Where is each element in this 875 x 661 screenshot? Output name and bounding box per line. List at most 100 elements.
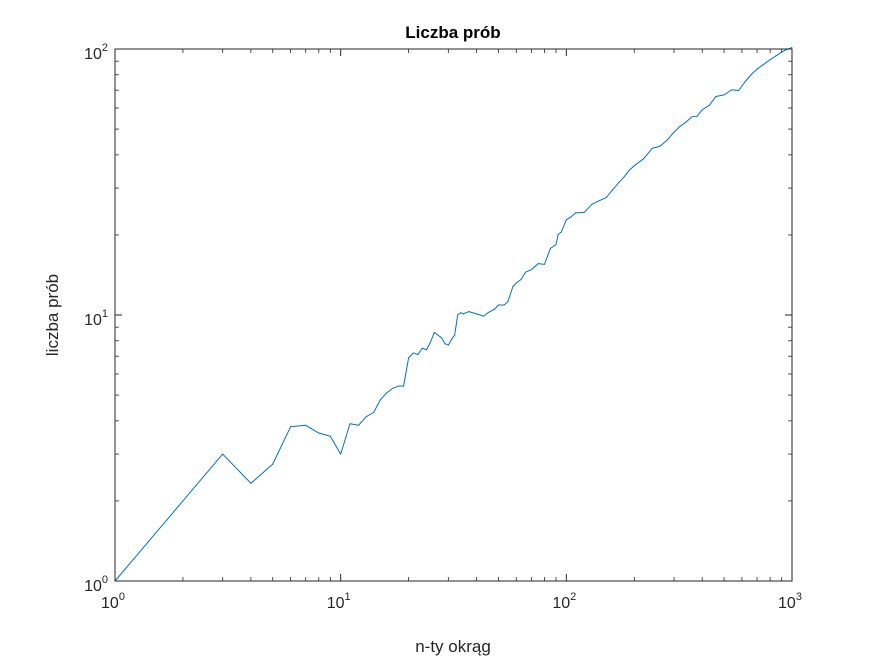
data-point <box>769 59 771 61</box>
data-point <box>555 243 557 246</box>
data-point <box>512 285 514 288</box>
data-point <box>440 337 443 339</box>
data-point <box>756 68 758 70</box>
data-point <box>781 51 783 53</box>
data-point <box>417 353 419 356</box>
x-tick-labels: 100 101 102 103 <box>101 591 802 612</box>
data-point <box>605 197 607 199</box>
data-point <box>373 411 375 414</box>
data-point <box>617 182 619 184</box>
data-point <box>623 176 625 178</box>
data-point <box>515 282 517 284</box>
data-point <box>666 139 668 141</box>
data-point <box>397 385 399 387</box>
data-point <box>557 233 559 235</box>
data-point <box>250 482 252 484</box>
data-point <box>628 169 630 171</box>
data-point <box>543 263 546 265</box>
data-point <box>598 200 600 202</box>
data-point <box>744 81 746 83</box>
data-point <box>222 453 224 455</box>
x-axis-label: n-ty okrąg <box>415 637 491 656</box>
data-point <box>182 500 184 502</box>
data-point <box>475 313 478 315</box>
data-point <box>386 392 388 394</box>
data-point <box>791 46 793 49</box>
data-point <box>723 94 725 96</box>
data-point <box>775 55 777 57</box>
data-point <box>537 263 539 265</box>
chart-title: Liczba prób <box>405 23 500 42</box>
plot-area <box>115 49 792 581</box>
data-point <box>290 426 292 428</box>
data-point <box>685 121 687 123</box>
data-point <box>402 385 405 387</box>
data-point <box>507 301 509 303</box>
data-point <box>731 89 733 91</box>
data-point <box>447 344 449 346</box>
y-tick-label: 101 <box>84 308 108 329</box>
data-point <box>340 453 342 455</box>
data-point <box>421 347 423 349</box>
data-point <box>483 315 485 317</box>
minor-ticks <box>115 49 792 581</box>
data-point <box>708 104 710 106</box>
series-line <box>114 47 793 582</box>
data-point <box>565 219 567 221</box>
x-tick-label: 100 <box>101 591 125 612</box>
x-tick-label: 101 <box>327 591 351 612</box>
data-point <box>462 313 465 315</box>
data-point <box>407 357 410 359</box>
data-point <box>633 165 635 167</box>
data-point <box>659 145 661 147</box>
data-point <box>696 115 698 117</box>
data-point <box>437 334 439 336</box>
data-point <box>750 73 752 76</box>
data-point <box>460 312 462 314</box>
data-point <box>272 463 274 465</box>
plot-box <box>114 48 793 582</box>
data-point <box>738 89 740 92</box>
data-point <box>651 147 653 149</box>
y-axis-label: liczba prób <box>43 274 62 356</box>
data-point <box>365 415 367 418</box>
y-tick-label: 100 <box>84 574 108 595</box>
data-point <box>392 387 394 389</box>
data-point <box>763 63 765 65</box>
data-point <box>318 432 320 434</box>
data-point <box>503 304 505 306</box>
data-point <box>583 211 585 214</box>
data-point <box>425 349 428 351</box>
y-tick-label: 102 <box>84 42 108 63</box>
x-tick-label: 102 <box>552 591 576 612</box>
data-point <box>357 424 360 426</box>
data-point <box>560 231 562 233</box>
data-points <box>114 46 793 582</box>
data-point <box>468 310 470 313</box>
data-point <box>575 212 577 214</box>
y-tick-labels: 100 101 102 <box>84 42 108 595</box>
data-point <box>450 338 453 340</box>
data-point <box>497 304 500 306</box>
data-point <box>520 278 522 281</box>
data-point <box>673 131 675 133</box>
data-point <box>429 341 432 343</box>
data-point <box>530 269 532 271</box>
data-point <box>444 343 446 345</box>
data-point <box>487 312 489 314</box>
data-point <box>679 125 681 127</box>
data-point <box>305 424 307 426</box>
data-point <box>691 116 693 118</box>
data-point <box>715 95 717 98</box>
data-point <box>349 423 351 425</box>
data-point <box>412 352 414 354</box>
data-point <box>611 189 613 191</box>
data-point <box>379 399 382 401</box>
data-point <box>643 158 645 160</box>
data-point <box>457 314 459 316</box>
data-point <box>329 435 331 437</box>
data-point <box>433 331 435 334</box>
data-point <box>493 308 496 310</box>
